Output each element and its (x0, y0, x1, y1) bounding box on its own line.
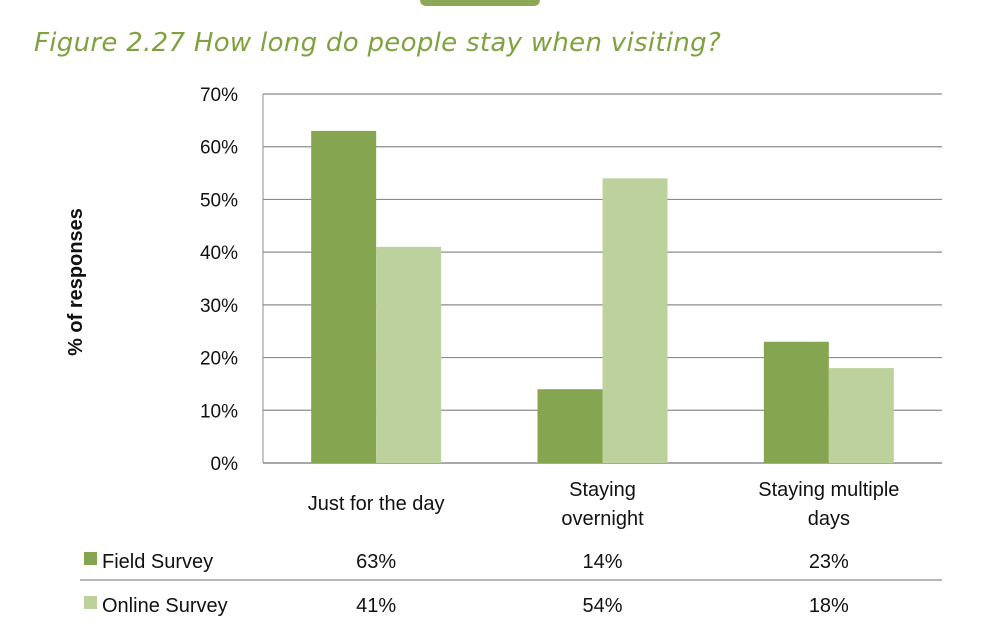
y-tick-label: 50% (200, 190, 238, 211)
bar-online-0 (376, 246, 442, 463)
bar-field-2 (763, 341, 829, 463)
y-tick-label: 40% (200, 243, 238, 264)
legend-swatch (84, 552, 97, 565)
legend-label: Field Survey (102, 551, 213, 573)
y-tick-label: 30% (200, 296, 238, 317)
y-tick-label: 0% (211, 454, 239, 475)
header-decoration (420, 0, 540, 6)
table-cell: 23% (809, 551, 849, 573)
table-cell: 14% (582, 551, 622, 573)
table-cell: 63% (356, 551, 396, 573)
legend-swatch (84, 596, 97, 609)
y-axis-ticks: 0% 10% 20% 30% 40% 50% 60% 70% (200, 85, 238, 475)
data-table: Field Survey 63% 14% 23% Online Survey 41% 54%… (80, 551, 942, 617)
bars (311, 130, 894, 464)
category-label: overnight (561, 508, 644, 530)
bar-field-0 (311, 130, 377, 463)
y-tick-label: 10% (200, 401, 238, 422)
y-tick-label: 20% (200, 349, 238, 370)
y-axis-label: % of responses (65, 208, 87, 356)
category-labels: Just for the day Staying overnight Staying … (308, 479, 900, 530)
figure-title: Figure 2.27 How long do people stay when… (34, 28, 722, 58)
y-tick-label: 70% (200, 85, 238, 106)
category-label: Staying multiple (758, 479, 899, 501)
bar-field-1 (537, 389, 603, 463)
bar-online-1 (602, 178, 668, 464)
category-label: Just for the day (308, 493, 445, 515)
legend-label: Online Survey (102, 595, 228, 617)
table-cell: 54% (582, 595, 622, 617)
category-label: days (808, 508, 850, 530)
y-tick-label: 60% (200, 138, 238, 159)
table-cell: 41% (356, 595, 396, 617)
table-cell: 18% (809, 595, 849, 617)
category-label: Staying (569, 479, 636, 501)
bar-online-2 (828, 368, 894, 463)
